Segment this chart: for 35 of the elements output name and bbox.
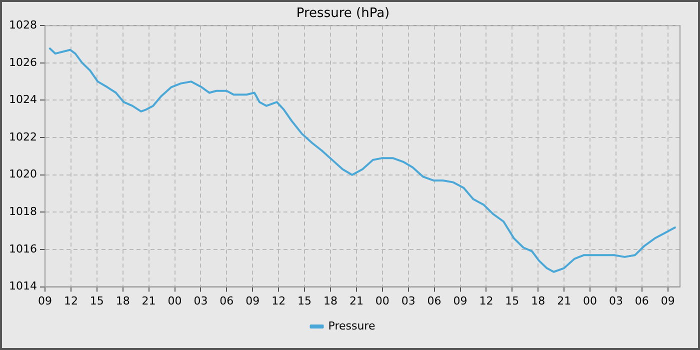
x-tick-label: 09 <box>660 294 675 308</box>
x-tick-label: 00 <box>375 294 390 308</box>
x-tick-label: 06 <box>220 294 234 308</box>
x-tick-label: 00 <box>583 294 598 308</box>
x-tick-label: 09 <box>453 294 468 308</box>
x-tick-label: 03 <box>401 294 416 308</box>
x-tick-label: 03 <box>194 294 208 308</box>
y-tick-label: 1018 <box>8 205 37 218</box>
y-tick-label: 1014 <box>8 280 37 293</box>
x-tick-label: 12 <box>64 294 78 308</box>
x-tick-label: 00 <box>168 294 182 308</box>
x-tick-label: 03 <box>608 294 623 308</box>
x-tick-label: 15 <box>298 294 312 308</box>
x-tick-label: 21 <box>142 294 156 308</box>
x-tick-label: 06 <box>427 294 442 308</box>
y-tick-label: 1020 <box>8 168 37 181</box>
y-tick-label: 1028 <box>8 18 37 32</box>
y-tick-label: 1024 <box>8 93 37 106</box>
y-tick-label: 1026 <box>8 56 37 69</box>
x-tick-label: 18 <box>323 294 338 308</box>
x-tick-label: 15 <box>505 294 520 308</box>
x-tick-label: 18 <box>116 294 130 308</box>
x-tick-label: 21 <box>349 294 364 308</box>
x-tick-label: 09 <box>38 294 52 308</box>
x-tick-label: 21 <box>557 294 572 308</box>
y-tick-label: 1022 <box>8 130 37 144</box>
x-tick-label: 18 <box>531 294 546 308</box>
x-tick-label: 12 <box>479 294 494 308</box>
x-tick-label: 12 <box>272 294 286 308</box>
legend-label: Pressure <box>328 319 376 332</box>
x-tick-label: 15 <box>90 294 104 308</box>
y-tick-label: 1016 <box>8 242 37 256</box>
x-tick-label: 06 <box>634 294 649 308</box>
chart-title: Pressure (hPa) <box>296 6 390 22</box>
x-tick-label: 09 <box>246 294 260 308</box>
